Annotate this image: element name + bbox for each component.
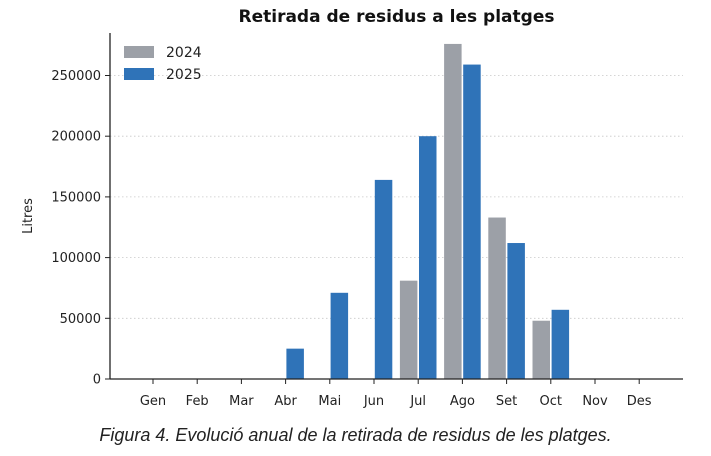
x-tick-label-set: Set xyxy=(496,394,517,409)
bar-chart: Retirada de residus a les platges 0 50000 1… xyxy=(21,7,683,409)
y-tick-label: 0 xyxy=(93,373,101,388)
x-tick-label-jun: Jun xyxy=(363,394,384,409)
y-tick-label: 200000 xyxy=(51,130,101,145)
y-axis-label: Litres xyxy=(21,198,36,234)
bar-2025-abr xyxy=(286,348,304,379)
x-tick-label-des: Des xyxy=(627,394,652,409)
bar-2024-jul xyxy=(399,280,418,379)
x-tick-label-mar: Mar xyxy=(229,394,254,409)
bar-2025-ago xyxy=(463,64,481,379)
y-tick-label: 150000 xyxy=(51,190,101,205)
figure-caption: Figura 4. Evolució anual de la retirada … xyxy=(99,425,612,445)
x-tick-label-feb: Feb xyxy=(186,394,209,409)
bar-2024-set xyxy=(488,217,506,379)
legend-label-2025: 2025 xyxy=(166,67,202,83)
y-tick-label: 100000 xyxy=(51,251,101,266)
legend-swatch-2025 xyxy=(124,68,154,80)
x-tick-label-gen: Gen xyxy=(140,394,166,409)
x-tick-label-jul: Jul xyxy=(409,394,426,409)
bar-2025-mai xyxy=(330,292,349,379)
bar-2024-oct xyxy=(532,320,550,379)
bar-2025-set xyxy=(507,243,525,379)
bar-2024-ago xyxy=(444,43,462,379)
x-tick-label-ago: Ago xyxy=(450,394,475,409)
legend-swatch-2024 xyxy=(124,46,154,58)
x-tick-label-mai: Mai xyxy=(318,394,341,409)
bar-2025-jul xyxy=(419,136,437,379)
y-tick-label: 250000 xyxy=(51,69,101,84)
bar-2025-jun xyxy=(374,179,393,379)
bar-2025-oct xyxy=(551,309,570,379)
x-tick-label-abr: Abr xyxy=(274,394,297,409)
chart-title: Retirada de residus a les platges xyxy=(239,7,555,27)
x-tick-label-oct: Oct xyxy=(540,394,562,409)
legend-label-2024: 2024 xyxy=(166,45,202,61)
y-tick-label: 50000 xyxy=(60,312,101,327)
x-tick-label-nov: Nov xyxy=(582,394,608,409)
